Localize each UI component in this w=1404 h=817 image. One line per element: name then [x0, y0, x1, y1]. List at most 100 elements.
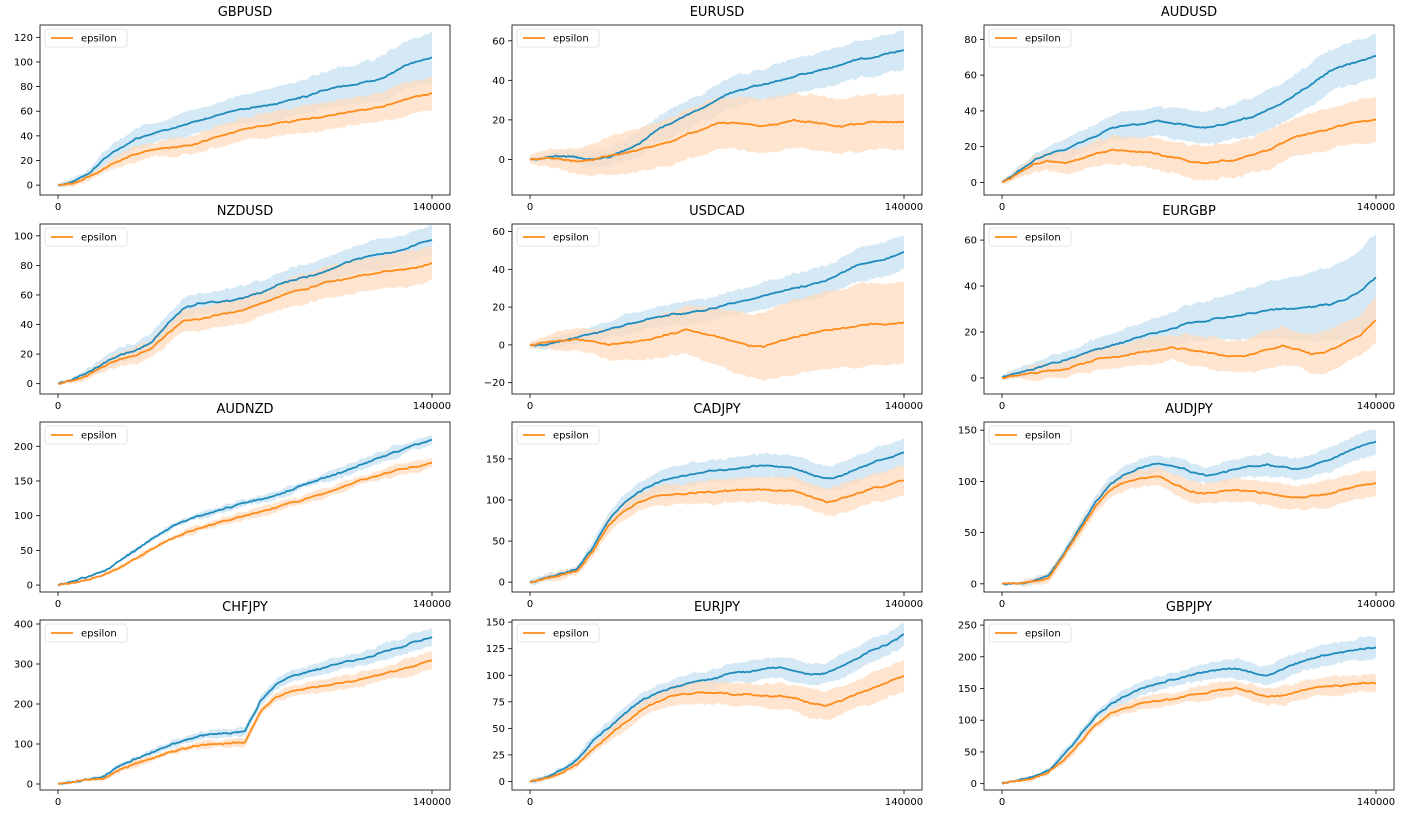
y-tick-label: 80: [964, 35, 977, 46]
band-agent: [1002, 233, 1376, 381]
x-tick-label: 140000: [413, 202, 451, 213]
subplot-title: EURUSD: [690, 5, 745, 20]
x-tick-label: 140000: [413, 599, 451, 610]
axes-frame: [983, 223, 1395, 395]
subplot-gbpjpy: GBPJPY 0 50 100 150 200 250 0 140000 epsilon: [958, 600, 1395, 808]
subplot-title: CHFJPY: [222, 600, 268, 615]
axes-frame: [511, 619, 923, 791]
band-epsilon: [1002, 97, 1376, 185]
y-tick-label: 300: [14, 660, 33, 671]
legend-box: [44, 425, 128, 445]
axes-frame: [983, 24, 1395, 196]
y-tick-label: 0: [499, 777, 505, 788]
series-line-epsilon: [1001, 475, 1377, 585]
legend: epsilon: [988, 425, 1072, 445]
y-tick-label: 50: [20, 546, 33, 557]
y-tick-label: 150: [486, 454, 505, 465]
subplot-title: GBPJPY: [1166, 600, 1212, 615]
series-line-agent: [529, 451, 905, 584]
x-tick-label: 0: [55, 599, 61, 610]
x-tick-label: 0: [999, 202, 1005, 213]
y-tick-label: 40: [964, 282, 977, 293]
legend-label: epsilon: [1025, 34, 1061, 45]
legend: epsilon: [988, 623, 1072, 643]
legend: epsilon: [44, 227, 128, 247]
legend-box: [516, 227, 600, 247]
legend-label: epsilon: [1025, 629, 1061, 640]
subplot-chfjpy: CHFJPY 0 100 200 300 400 0 140000 epsilon: [14, 600, 451, 808]
y-tick-label: 100: [958, 716, 977, 727]
y-tick-label: 60: [492, 227, 505, 238]
band-epsilon: [58, 75, 432, 188]
y-tick-label: 80: [20, 261, 33, 272]
y-tick-label: 60: [492, 36, 505, 47]
y-tick-label: 0: [499, 340, 505, 351]
y-tick-label: 40: [20, 320, 33, 331]
y-tick-label: 40: [964, 106, 977, 117]
series-line-epsilon: [57, 92, 433, 186]
legend: epsilon: [988, 227, 1072, 247]
axes-frame: [511, 223, 923, 395]
band-agent: [530, 235, 904, 350]
x-tick-label: 140000: [885, 599, 923, 610]
x-tick-label: 140000: [1357, 202, 1395, 213]
y-tick-label: 100: [958, 477, 977, 488]
series-line-agent: [1001, 646, 1377, 784]
x-tick-label: 0: [527, 401, 533, 412]
y-tick-label: 150: [958, 426, 977, 437]
legend: epsilon: [988, 28, 1072, 48]
subplot-title: AUDNZD: [216, 402, 273, 417]
subplot-eurusd: EURUSD 0 20 40 60 0 140000 epsilon: [492, 5, 923, 213]
y-tick-label: 150: [14, 476, 33, 487]
legend-box: [988, 623, 1072, 643]
series-line-epsilon: [57, 659, 433, 785]
y-tick-label: 200: [14, 700, 33, 711]
band-epsilon: [1002, 673, 1376, 785]
series-line-epsilon: [1001, 681, 1377, 785]
legend: epsilon: [516, 425, 600, 445]
legend-box: [988, 227, 1072, 247]
y-tick-label: 0: [27, 780, 33, 791]
axes-frame: [983, 421, 1395, 593]
y-tick-label: 75: [492, 697, 505, 708]
axes-frame: [39, 24, 451, 196]
series-line-agent: [57, 238, 433, 385]
series-line-agent: [529, 633, 905, 783]
y-tick-label: 0: [499, 155, 505, 166]
legend-label: epsilon: [553, 431, 589, 442]
series-line-agent: [57, 56, 433, 187]
subplot-audjpy: AUDJPY 0 50 100 150 0 140000 epsilon: [958, 402, 1395, 610]
y-tick-label: 40: [492, 265, 505, 276]
legend-label: epsilon: [553, 233, 589, 244]
y-tick-label: 0: [971, 779, 977, 790]
subplot-title: AUDJPY: [1165, 402, 1213, 417]
y-tick-label: 0: [27, 379, 33, 390]
legend-label: epsilon: [81, 233, 117, 244]
x-tick-label: 140000: [885, 202, 923, 213]
x-tick-label: 140000: [413, 797, 451, 808]
x-tick-label: 140000: [1357, 599, 1395, 610]
y-tick-label: 200: [958, 652, 977, 663]
legend-box: [44, 28, 128, 48]
legend-label: epsilon: [81, 629, 117, 640]
legend-box: [44, 227, 128, 247]
axes-frame: [39, 619, 451, 791]
y-tick-label: 0: [27, 581, 33, 592]
subplot-cadjpy: CADJPY 0 50 100 150 0 140000 epsilon: [486, 402, 923, 610]
legend-label: epsilon: [553, 34, 589, 45]
y-tick-label: 200: [14, 442, 33, 453]
legend: epsilon: [44, 623, 128, 643]
y-tick-label: 20: [492, 115, 505, 126]
series-line-epsilon: [529, 321, 905, 348]
legend: epsilon: [516, 623, 600, 643]
legend-box: [516, 425, 600, 445]
legend-label: epsilon: [553, 629, 589, 640]
x-tick-label: 0: [527, 599, 533, 610]
y-tick-label: 50: [492, 724, 505, 735]
subplot-title: NZDUSD: [217, 204, 273, 219]
legend: epsilon: [516, 28, 600, 48]
x-tick-label: 140000: [1357, 797, 1395, 808]
band-agent: [58, 628, 432, 786]
subplot-audnzd: AUDNZD 0 50 100 150 200 0 140000 epsilon: [14, 402, 451, 610]
series-line-agent: [57, 438, 433, 586]
